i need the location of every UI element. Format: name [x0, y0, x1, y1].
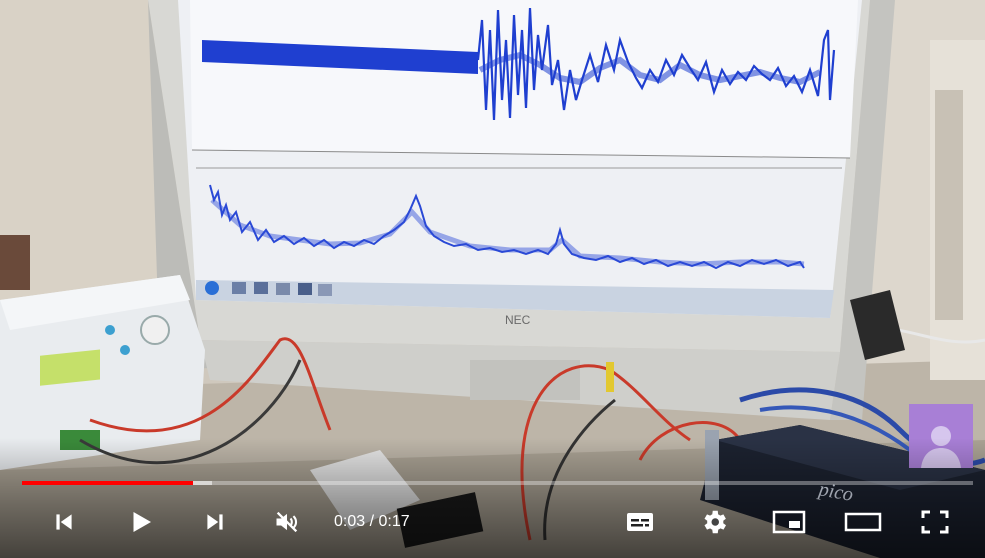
- skip-previous-icon: [56, 514, 72, 530]
- subtitles-button[interactable]: [623, 507, 657, 537]
- monitor-brand-label: NEC: [505, 313, 531, 327]
- next-button[interactable]: [199, 506, 231, 538]
- muted-volume-icon: [276, 511, 298, 533]
- fullscreen-icon: [921, 510, 949, 534]
- play-button[interactable]: [123, 504, 159, 540]
- time-display: 0:03 / 0:17: [334, 510, 410, 534]
- theater-mode-icon: [844, 512, 882, 532]
- mute-button[interactable]: [270, 506, 304, 538]
- time-total: 0:17: [378, 513, 410, 530]
- skip-next-icon: [207, 514, 223, 530]
- miniplayer-icon: [772, 510, 806, 534]
- settings-gear-icon: [704, 510, 726, 534]
- settings-button[interactable]: [697, 505, 731, 539]
- time-current: 0:03: [334, 513, 366, 530]
- progress-bar[interactable]: [22, 481, 973, 485]
- time-separator: /: [365, 513, 379, 530]
- previous-button[interactable]: [48, 506, 80, 538]
- theater-mode-button[interactable]: [842, 506, 884, 538]
- fullscreen-button[interactable]: [918, 506, 952, 538]
- subtitles-icon: [627, 513, 653, 531]
- progress-played: [22, 481, 194, 485]
- miniplayer-button[interactable]: [770, 506, 808, 538]
- controls-scrim: [0, 438, 985, 558]
- play-icon: [133, 512, 151, 532]
